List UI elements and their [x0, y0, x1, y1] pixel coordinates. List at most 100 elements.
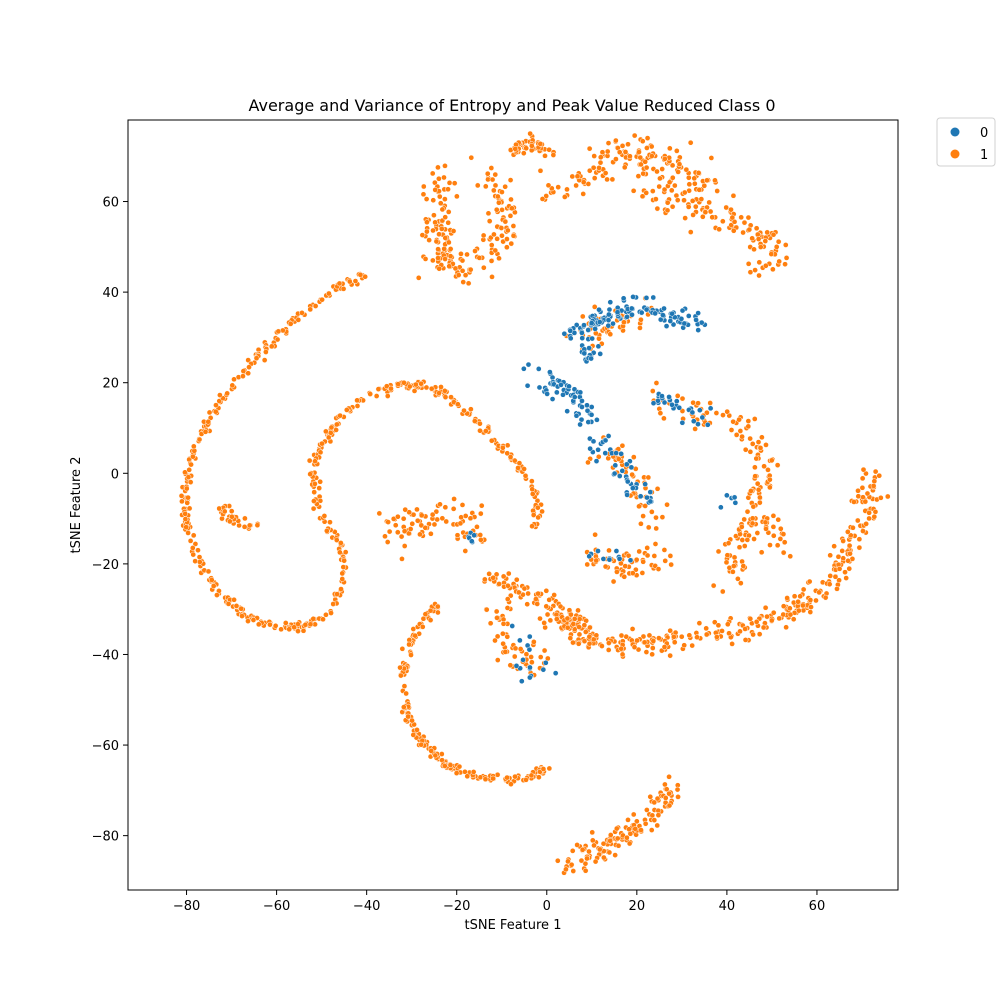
data-point-class-0 [663, 323, 670, 329]
data-point-class-1 [612, 852, 618, 858]
data-point-class-1 [783, 624, 789, 631]
data-point-class-1 [433, 238, 440, 245]
data-point-class-0 [704, 421, 711, 428]
data-point-class-1 [627, 830, 634, 837]
data-point-class-1 [471, 418, 478, 424]
data-point-class-1 [488, 165, 495, 171]
data-point-class-1 [433, 508, 440, 515]
data-point-class-1 [653, 380, 660, 386]
data-point-class-1 [461, 407, 467, 414]
data-point-class-0 [628, 464, 635, 471]
data-point-class-1 [455, 401, 461, 408]
data-point-class-1 [685, 174, 692, 181]
data-point-class-0 [584, 402, 590, 409]
data-point-class-1 [500, 640, 506, 647]
data-point-class-1 [428, 530, 434, 537]
data-point-class-1 [618, 632, 625, 639]
data-point-class-1 [210, 583, 217, 589]
data-point-class-1 [535, 590, 541, 597]
data-point-class-0 [567, 335, 574, 342]
data-point-class-1 [434, 603, 441, 610]
data-point-class-1 [748, 488, 754, 494]
data-point-class-1 [187, 538, 194, 544]
data-point-class-0 [695, 327, 702, 333]
data-point-class-1 [340, 286, 347, 292]
data-point-class-1 [311, 498, 317, 504]
data-point-class-1 [520, 150, 527, 157]
data-point-class-1 [656, 635, 662, 641]
data-point-class-0 [610, 320, 616, 327]
data-point-class-1 [217, 392, 223, 398]
data-point-class-1 [493, 206, 500, 213]
data-point-class-1 [528, 654, 534, 660]
data-point-class-1 [462, 513, 469, 519]
data-point-class-1 [184, 500, 191, 506]
data-point-class-1 [623, 633, 630, 640]
data-point-class-1 [406, 641, 412, 648]
data-point-class-1 [337, 549, 343, 556]
data-point-class-0 [561, 330, 568, 337]
data-point-class-1 [710, 582, 717, 589]
data-point-class-1 [401, 683, 408, 689]
data-point-class-0 [587, 445, 593, 452]
data-point-class-1 [649, 153, 655, 159]
data-point-class-1 [541, 620, 548, 626]
data-point-class-1 [231, 376, 237, 383]
data-point-class-0 [526, 633, 533, 640]
data-point-class-1 [427, 607, 434, 614]
data-point-class-1 [455, 272, 462, 278]
data-point-class-1 [839, 548, 846, 554]
data-point-class-1 [859, 484, 866, 491]
data-point-class-0 [637, 493, 644, 500]
data-point-class-1 [775, 238, 782, 245]
y-tick-label: 40 [102, 286, 119, 301]
data-point-class-1 [250, 617, 257, 623]
data-point-class-0 [607, 299, 614, 306]
data-point-class-1 [423, 196, 430, 202]
data-point-class-1 [597, 159, 604, 166]
data-point-class-1 [860, 528, 866, 534]
data-point-class-1 [570, 868, 577, 874]
data-point-class-1 [851, 499, 857, 505]
data-point-class-1 [423, 384, 430, 391]
data-point-class-0 [695, 310, 701, 316]
data-point-class-0 [657, 316, 664, 323]
data-point-class-1 [720, 412, 726, 418]
data-point-class-0 [624, 492, 630, 498]
data-point-class-1 [692, 426, 698, 432]
data-point-class-1 [384, 393, 391, 399]
data-point-class-1 [649, 509, 655, 515]
data-point-class-1 [496, 255, 502, 262]
data-point-class-1 [808, 604, 814, 610]
data-point-class-1 [639, 193, 646, 200]
data-point-class-1 [450, 228, 457, 234]
data-point-class-0 [693, 317, 699, 323]
data-point-class-0 [690, 418, 697, 425]
data-point-class-0 [629, 311, 635, 318]
data-point-class-0 [652, 310, 659, 317]
data-point-class-0 [558, 382, 564, 388]
data-point-class-1 [413, 381, 419, 388]
data-point-class-1 [774, 462, 781, 468]
data-point-class-1 [474, 182, 481, 189]
data-point-class-0 [579, 404, 585, 410]
data-point-class-1 [668, 561, 675, 568]
data-point-class-1 [414, 506, 420, 513]
data-point-class-1 [367, 391, 374, 397]
data-point-class-1 [871, 478, 878, 485]
data-point-class-1 [523, 777, 529, 783]
data-point-class-0 [679, 419, 686, 426]
data-point-class-1 [462, 548, 469, 554]
data-point-class-0 [527, 664, 533, 671]
data-point-class-1 [696, 186, 703, 193]
data-point-class-1 [546, 146, 552, 153]
data-point-class-1 [343, 407, 350, 413]
data-point-class-1 [666, 145, 673, 152]
data-point-class-1 [654, 485, 661, 492]
data-point-class-1 [499, 232, 505, 239]
data-point-class-1 [432, 219, 438, 226]
data-point-class-1 [751, 246, 757, 253]
data-point-class-0 [525, 361, 532, 368]
data-point-class-1 [482, 183, 489, 190]
data-point-class-1 [638, 161, 644, 168]
